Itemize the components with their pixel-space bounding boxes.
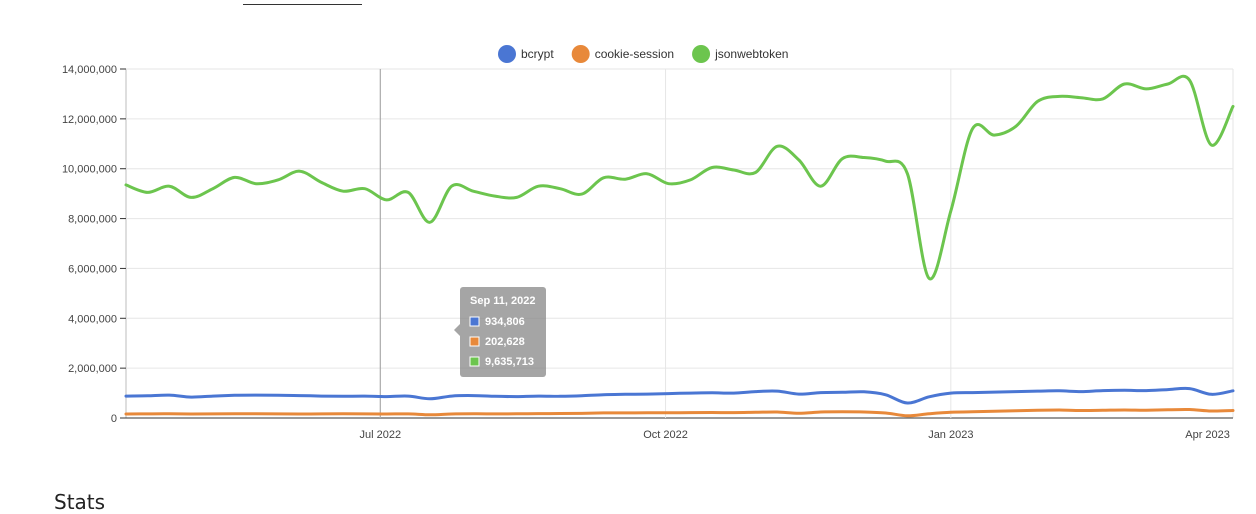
tooltip-swatch-jsonwebtoken	[469, 356, 480, 367]
chart-tooltip: Sep 11, 2022 934,806 202,628 9,635,713	[454, 287, 546, 377]
tooltip-swatch-cookie-session	[469, 336, 480, 347]
tooltip-swatch-bcrypt	[469, 316, 480, 327]
y-tick-label: 4,000,000	[68, 313, 117, 325]
legend-swatch-jsonwebtoken[interactable]	[692, 45, 711, 63]
y-tick-label: 8,000,000	[68, 214, 117, 226]
y-tick-label: 0	[111, 413, 117, 425]
legend-label-bcrypt[interactable]: bcrypt	[521, 47, 554, 61]
y-tick-label: 12,000,000	[62, 114, 117, 126]
downloads-chart: 0 2,000,000 4,000,000 6,000,000 8,000,000 10,…	[62, 45, 1235, 441]
series-line-bcrypt	[124, 386, 1235, 405]
tooltip-pointer	[454, 324, 460, 336]
y-axis-ticks: 0 2,000,000 4,000,000 6,000,000 8,000,000 10,…	[62, 64, 126, 425]
y-tick-label: 14,000,000	[62, 64, 117, 76]
x-tick-label: Jul 2022	[359, 429, 401, 441]
header-link-underline[interactable]	[243, 4, 362, 5]
y-tick-label: 2,000,000	[68, 363, 117, 375]
x-tick-label: Jan 2023	[928, 429, 973, 441]
legend-swatch-bcrypt[interactable]	[498, 45, 516, 63]
tooltip-value-bcrypt: 934,806	[485, 316, 525, 328]
chart-grid	[125, 68, 1234, 419]
x-tick-label: Apr 2023	[1185, 429, 1230, 441]
x-axis-ticks: Jul 2022 Oct 2022 Jan 2023 Apr 2023	[359, 429, 1229, 441]
x-tick-label: Oct 2022	[643, 429, 688, 441]
chart-series	[124, 74, 1235, 418]
legend-swatch-cookie-session[interactable]	[571, 45, 590, 63]
tooltip-box	[460, 287, 546, 377]
legend-label-jsonwebtoken[interactable]: jsonwebtoken	[714, 47, 788, 61]
series-line-cookie-session	[124, 407, 1235, 418]
series-line-jsonwebtoken	[124, 74, 1235, 281]
legend-label-cookie-session[interactable]: cookie-session	[595, 47, 674, 61]
y-tick-label: 6,000,000	[68, 263, 117, 275]
tooltip-value-cookie-session: 202,628	[485, 336, 525, 348]
tooltip-date: Sep 11, 2022	[470, 295, 535, 307]
stats-heading: Stats	[54, 490, 106, 514]
tooltip-value-jsonwebtoken: 9,635,713	[485, 356, 534, 368]
chart-legend[interactable]: bcrypt cookie-session jsonwebtoken	[498, 45, 788, 63]
y-tick-label: 10,000,000	[62, 164, 117, 176]
